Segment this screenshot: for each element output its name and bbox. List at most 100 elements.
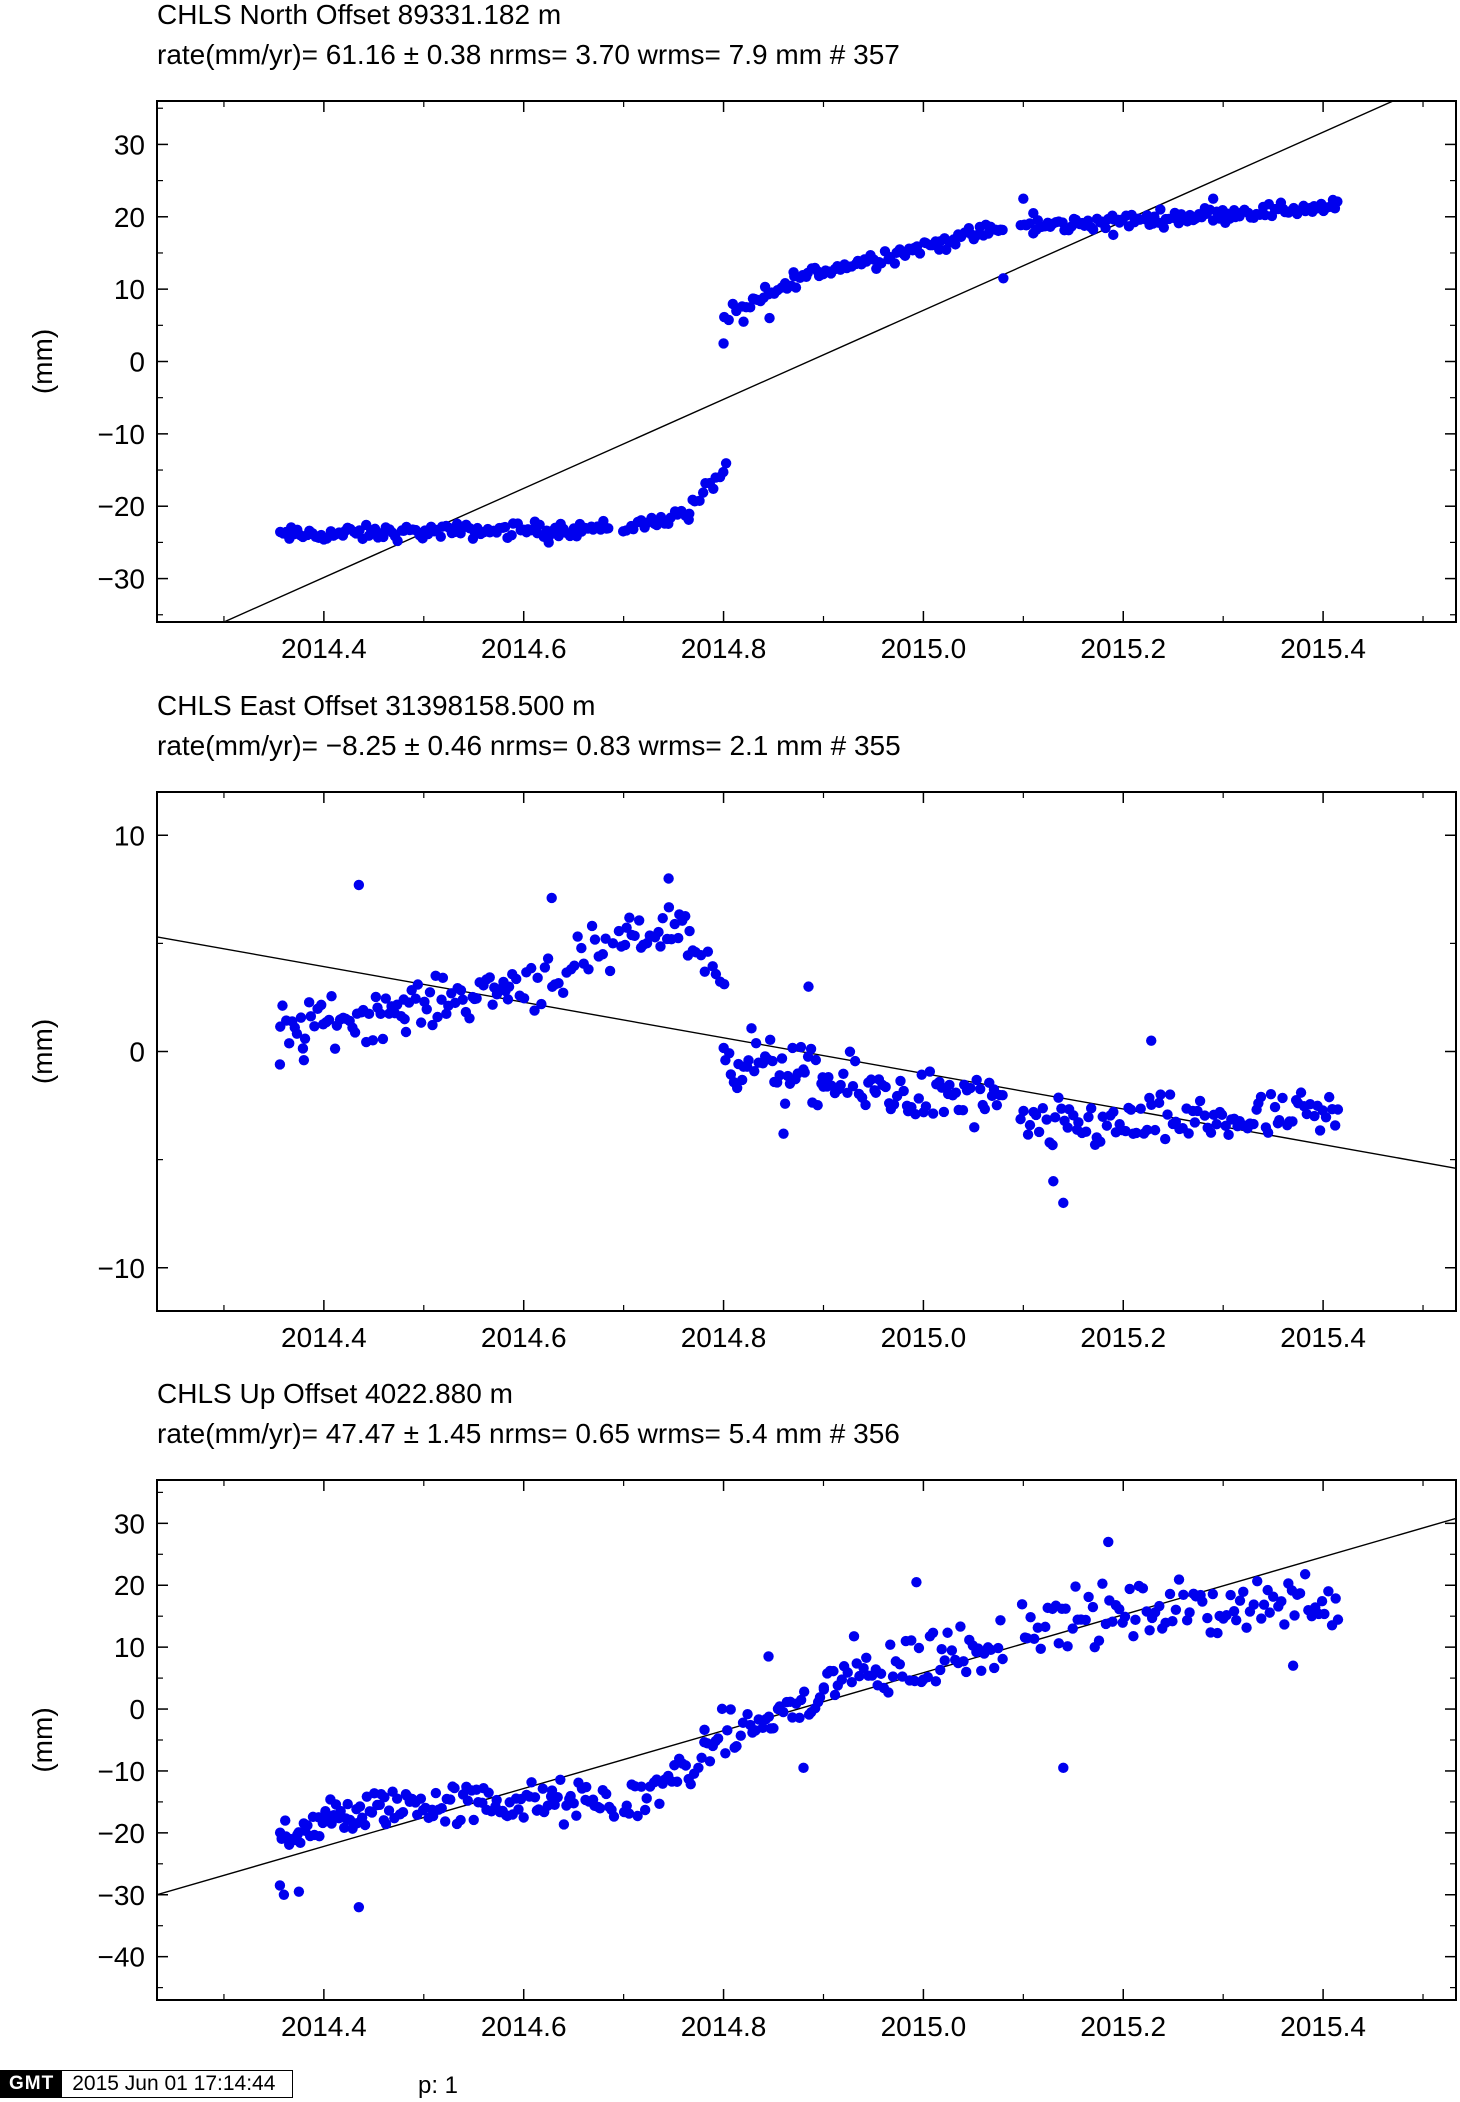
data-point	[1062, 1641, 1073, 1652]
data-point	[1015, 1113, 1026, 1125]
data-point	[1119, 1611, 1131, 1622]
data-point	[603, 523, 614, 534]
data-point	[1093, 1635, 1105, 1646]
data-point	[1100, 222, 1111, 234]
data-point	[814, 1692, 826, 1703]
data-point	[636, 1781, 647, 1792]
data-point-outlier	[663, 873, 674, 884]
data-point-outlier	[911, 1576, 922, 1588]
data-point	[455, 985, 467, 996]
data-point	[632, 1810, 643, 1822]
data-point	[1330, 1593, 1341, 1604]
data-point	[1070, 1581, 1081, 1592]
data-point	[697, 487, 709, 498]
data-point	[1080, 1614, 1091, 1626]
data-point	[723, 314, 734, 326]
data-point	[685, 1779, 696, 1790]
data-point	[1199, 1110, 1210, 1121]
data-point	[471, 993, 482, 1004]
data-point	[1037, 1102, 1049, 1114]
data-point	[571, 1810, 582, 1821]
data-point	[518, 993, 530, 1004]
y-tick-label: −20	[98, 491, 146, 522]
data-point	[1314, 1125, 1326, 1136]
data-point-outlier	[738, 316, 749, 327]
data-point	[746, 1023, 757, 1034]
data-point	[1267, 1591, 1279, 1602]
data-point	[693, 1762, 704, 1773]
data-point	[597, 949, 609, 960]
data-point	[1114, 1603, 1125, 1615]
data-point	[838, 1068, 849, 1079]
data-point	[377, 1033, 389, 1045]
data-point-outlier	[1287, 1660, 1299, 1671]
data-point	[487, 999, 498, 1010]
data-point	[1108, 1106, 1119, 1118]
data-point-outlier	[718, 338, 729, 349]
y-tick-label: 20	[114, 202, 145, 233]
plot-timestamp: 2015 Jun 01 17:14:44	[62, 2071, 293, 2097]
data-point	[1183, 1128, 1194, 1139]
data-point	[1294, 1588, 1306, 1599]
data-point	[965, 1082, 976, 1094]
gmt-logo-icon: GMT	[1, 2071, 63, 2097]
data-point	[1155, 204, 1166, 215]
x-tick-label: 2014.6	[481, 1322, 567, 1353]
data-point	[499, 521, 511, 533]
data-point	[532, 972, 543, 984]
data-point	[927, 1627, 939, 1638]
data-point	[607, 938, 619, 949]
data-point	[568, 1798, 579, 1809]
data-point	[1144, 1625, 1155, 1636]
data-point	[888, 1099, 900, 1110]
y-tick-label: −20	[98, 1818, 146, 1849]
data-point	[468, 1814, 479, 1826]
data-point	[600, 1788, 612, 1800]
data-point	[633, 915, 645, 926]
data-point	[439, 1816, 451, 1827]
data-point	[799, 1067, 810, 1078]
data-point	[846, 1677, 857, 1688]
data-point	[1087, 1601, 1099, 1613]
data-point	[684, 508, 695, 519]
data-point	[767, 1055, 778, 1067]
data-point	[1160, 1133, 1171, 1145]
data-point	[1223, 1129, 1234, 1141]
data-point	[604, 965, 616, 977]
data-point	[1173, 1574, 1185, 1585]
data-point	[1252, 1575, 1263, 1587]
data-point	[1167, 1616, 1178, 1627]
data-point	[1264, 1607, 1275, 1618]
y-tick-label: 20	[114, 1570, 145, 1601]
data-point	[950, 239, 961, 250]
data-point	[913, 1642, 925, 1654]
data-point	[724, 1048, 735, 1059]
data-point-outlier	[778, 1128, 789, 1139]
y-tick-label: 30	[114, 129, 145, 160]
x-tick-label: 2015.4	[1280, 633, 1366, 664]
data-point	[1248, 1118, 1259, 1130]
data-point	[410, 993, 421, 1004]
data-point	[895, 1075, 906, 1087]
data-point	[651, 519, 663, 531]
data-point	[946, 1645, 958, 1656]
data-point	[513, 1804, 524, 1815]
data-point	[889, 258, 901, 269]
y-tick-label: −10	[98, 1756, 146, 1787]
data-point-outlier	[543, 537, 554, 548]
data-point	[944, 1079, 955, 1091]
data-point	[684, 925, 695, 937]
data-point	[1016, 1599, 1028, 1610]
chart-title: CHLS East Offset 31398158.500 m	[157, 690, 595, 721]
plot-frame	[156, 100, 1457, 623]
chart-panel-3: CHLS Up Offset 4022.880 m rate(mm/yr)= 47…	[27, 1378, 1457, 2042]
data-point	[329, 1043, 341, 1054]
data-point	[718, 466, 729, 478]
data-point	[445, 1794, 456, 1805]
data-point	[537, 1783, 549, 1794]
data-point	[924, 1066, 936, 1077]
data-point	[297, 1043, 309, 1054]
data-point	[1080, 1126, 1092, 1137]
data-point	[539, 962, 551, 973]
y-tick-label: −30	[98, 1880, 146, 1911]
